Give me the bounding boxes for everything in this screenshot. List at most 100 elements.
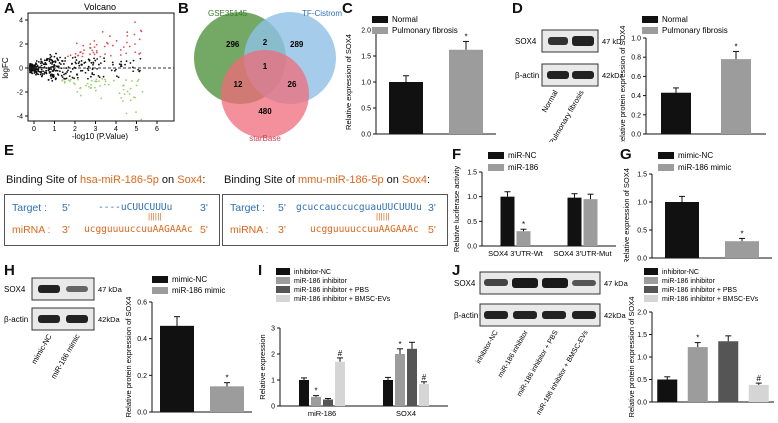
blot-h-actin-band-1 <box>38 315 60 323</box>
volcano-point <box>37 68 40 71</box>
bar-mir-186-inhibitor-pbs <box>718 341 739 402</box>
volcano-point <box>125 52 128 55</box>
volcano-point <box>63 77 66 80</box>
volcano-point <box>48 60 51 63</box>
binding-title-right-gene: Sox4 <box>401 174 428 186</box>
y-tick-label: 0.2 <box>631 112 641 119</box>
volcano-point <box>115 75 118 78</box>
blot-j-sox4-label: SOX4 <box>454 279 476 288</box>
blot-d-47kda: 47 kDa <box>602 37 622 46</box>
volcano-point <box>90 75 92 78</box>
legend-label: inhibitor-NC <box>662 269 699 276</box>
volcano-point <box>139 57 142 60</box>
binding-left-target-5: 5' <box>62 202 70 214</box>
blot-j-actin-label: β-actin <box>454 311 478 320</box>
binding-right-target-seq: gcuccauccucguauUUCUUUu <box>296 202 422 213</box>
volcano-point <box>134 21 136 23</box>
y-tick-label: 0.6 <box>631 74 641 81</box>
volcano-point <box>76 74 78 76</box>
volcano-point <box>36 72 38 75</box>
volcano-point <box>104 78 106 81</box>
volcano-point <box>112 79 115 82</box>
legend-swatch <box>152 276 168 283</box>
y-tick-label: 0.4 <box>631 93 641 100</box>
volcano-point <box>113 69 116 72</box>
volcano-point <box>45 72 48 75</box>
y-tick-label: 1.5 <box>467 170 477 177</box>
venn-count-a: 296 <box>226 40 240 49</box>
binding-title-left-pre: Binding Site of <box>6 174 80 186</box>
venn-count-b: 289 <box>290 40 304 49</box>
venn-count-ac: 12 <box>234 80 243 89</box>
panel-label-h: H <box>4 262 15 279</box>
volcano-point <box>48 68 51 71</box>
volcano-point <box>72 82 75 84</box>
volcano-point <box>29 70 32 73</box>
y-tick-label: 0.0 <box>137 410 147 417</box>
blot-h-actin-band-2 <box>66 315 88 323</box>
legend-label: Pulmonary fibrosis <box>392 26 458 35</box>
volcano-point <box>93 57 95 60</box>
volcano-point <box>117 76 120 79</box>
volcano-xtick-label: 2 <box>73 126 77 133</box>
chart-i: 0 1 2 3 Relative expression * # miR-186 * # SOX4 in… <box>258 268 448 418</box>
y-tick-label: 1.0 <box>631 36 641 43</box>
volcano-ytick-label: 0 <box>19 66 23 73</box>
y-tick-label: 0.8 <box>631 55 641 62</box>
volcano-point <box>92 61 95 64</box>
volcano-point <box>87 69 90 72</box>
blot-j-lane-1: inhibitor-NC <box>475 330 500 366</box>
volcano-point <box>122 46 125 48</box>
volcano-point <box>125 79 127 81</box>
volcano-point <box>69 54 72 57</box>
volcano-point <box>125 112 128 115</box>
volcano-point <box>121 100 124 102</box>
volcano-point <box>47 69 50 72</box>
volcano-point <box>94 59 97 62</box>
blot-d-sox4-band-2 <box>572 36 594 46</box>
volcano-point <box>69 78 72 81</box>
y-tick-label: 2 <box>271 352 275 359</box>
volcano-point <box>30 64 32 67</box>
volcano-point <box>69 70 72 73</box>
volcano-point <box>58 62 61 64</box>
bar-mir-186-inhibitor <box>311 396 321 406</box>
volcano-point <box>63 81 66 84</box>
volcano-point <box>86 67 89 70</box>
volcano-point <box>119 49 122 51</box>
volcano-point <box>78 60 81 63</box>
volcano-point <box>79 94 82 97</box>
blot-d: SOX4 47 kDa β-actin 42kDa Normal Pulmona… <box>515 29 622 142</box>
group-label: miR-186 <box>308 409 336 418</box>
volcano-point <box>75 42 78 45</box>
y-tick-label: 0.2 <box>137 373 147 380</box>
binding-left-mirna-3: 3' <box>62 224 70 236</box>
volcano-point <box>51 73 54 76</box>
volcano-point <box>63 63 65 65</box>
volcano-point <box>90 61 93 64</box>
volcano-point <box>67 55 69 58</box>
volcano-point <box>108 35 111 38</box>
legend-swatch <box>642 16 658 23</box>
volcano-point <box>95 49 98 52</box>
volcano-point <box>55 69 58 72</box>
blot-j-actin-band-4 <box>572 311 596 319</box>
binding-panel: Binding Site of hsa-miR-186-5p on Sox4: … <box>0 142 450 260</box>
panel-label-c: C <box>342 0 353 17</box>
volcano-point <box>37 61 40 63</box>
y-tick-label: 0.0 <box>361 132 371 139</box>
y-axis-label: Relative protein expression of SOX4 <box>124 297 133 418</box>
volcano-point <box>42 70 45 73</box>
bar-mir-186-inhibitor-pbs <box>323 399 333 406</box>
volcano-point <box>41 74 44 77</box>
binding-title-right-colon: : <box>427 174 431 186</box>
binding-title-left: Binding Site of hsa-miR-186-5p on Sox4: <box>6 174 205 186</box>
volcano-point <box>45 69 48 72</box>
volcano-point <box>131 80 133 82</box>
binding-title-left-mid: on <box>158 174 178 186</box>
volcano-xtick-label: 0 <box>32 126 36 133</box>
volcano-point <box>89 43 92 45</box>
volcano-point <box>74 52 77 55</box>
y-tick-label: 1.0 <box>637 355 647 362</box>
group-label: SOX4 3'UTR-Mut <box>553 249 612 258</box>
